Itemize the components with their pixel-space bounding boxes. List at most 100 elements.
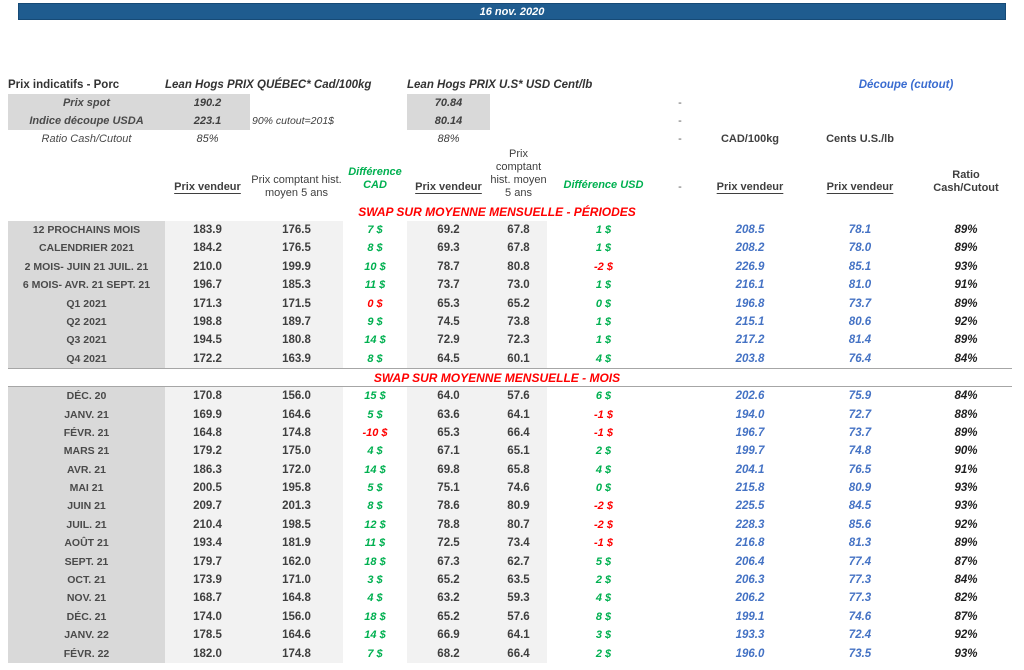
cutout-cents-value: 78.0 xyxy=(848,242,872,255)
diff-cad-value: 14 $ xyxy=(364,629,386,642)
cutout-cad-value: 196.8 xyxy=(735,297,765,310)
ratio-value: 91% xyxy=(954,463,978,476)
cad-hist-moyen: 163.9 xyxy=(250,349,343,369)
table-row: Q4 2021 172.2 163.9 8 $ 64.5 60.1 4 $ 20… xyxy=(8,349,1012,369)
ratio-value: 93% xyxy=(954,260,978,273)
cutout-cad-value: 206.3 xyxy=(735,574,765,587)
diff-cad-value: 5 $ xyxy=(367,408,383,421)
diff-usd-value: -2 $ xyxy=(594,500,613,513)
row-label: CALENDRIER 2021 xyxy=(8,239,165,258)
table-row: SEPT. 21 179.7 162.0 18 $ 67.3 62.7 5 $ … xyxy=(8,552,1012,572)
usd-prix-vendeur: 69.8 xyxy=(407,460,490,480)
row-label: OCT. 21 xyxy=(8,571,165,590)
row-label: MAI 21 xyxy=(8,479,165,498)
row-label: JANV. 21 xyxy=(8,405,165,424)
table-row: JANV. 21 169.9 164.6 5 $ 63.6 64.1 -1 $ … xyxy=(8,405,1012,424)
cutout-cad-value: 216.8 xyxy=(735,537,765,550)
table-row: CALENDRIER 2021 184.2 176.5 8 $ 69.3 67.… xyxy=(8,239,1012,258)
cad-prix-vendeur: 179.2 xyxy=(165,442,250,461)
cutout-cents-value: 72.4 xyxy=(848,629,872,642)
cad-hist-moyen: 180.8 xyxy=(250,331,343,350)
ratio-value: 92% xyxy=(954,315,978,328)
table-row: FÉVR. 22 182.0 174.8 7 $ 68.2 66.4 2 $ 1… xyxy=(8,644,1012,663)
cad-prix-vendeur: 169.9 xyxy=(165,405,250,424)
row-label: NOV. 21 xyxy=(8,589,165,608)
table-row: JUIN 21 209.7 201.3 8 $ 78.6 80.9 -2 $ 2… xyxy=(8,497,1012,516)
dash-cell xyxy=(660,276,700,294)
ratio-value: 89% xyxy=(954,334,978,347)
cents-unit-header: Cents U.S./lb xyxy=(826,133,894,145)
diff-usd-value: 1 $ xyxy=(595,279,612,292)
diff-usd-value: -2 $ xyxy=(594,518,613,531)
cad-hist-moyen: 164.6 xyxy=(250,626,343,645)
dash-cell: - xyxy=(678,97,682,109)
dash-cell xyxy=(660,442,700,460)
ratio-value: 89% xyxy=(954,242,978,255)
dash-cell xyxy=(660,295,700,313)
section-periodes: 12 PROCHAINS MOIS 183.9 176.5 7 $ 69.2 6… xyxy=(8,221,1012,369)
cad-prix-vendeur: 178.5 xyxy=(165,626,250,645)
dash-cell xyxy=(660,424,700,442)
diff-usd-value: 4 $ xyxy=(595,352,612,365)
cad-hist-moyen: 189.7 xyxy=(250,312,343,332)
usd-prix-vendeur: 65.3 xyxy=(407,423,490,443)
cutout-cad-value: 215.8 xyxy=(735,482,765,495)
cutout-cents-value: 73.7 xyxy=(848,426,872,439)
dash-cell: - xyxy=(678,181,682,193)
ratio-value: 92% xyxy=(954,518,978,531)
usd-prix-vendeur: 69.3 xyxy=(407,239,490,258)
diff-usd-value: -1 $ xyxy=(594,537,613,550)
diff-usd-value: 2 $ xyxy=(595,647,612,660)
ratio-value: 93% xyxy=(954,482,978,495)
diff-cad-value: 5 $ xyxy=(367,482,383,495)
cutout-cad-value: 199.7 xyxy=(735,445,765,458)
cutout-cad-value: 193.3 xyxy=(735,629,765,642)
cutout-cad-prix-vendeur-header: Prix vendeur xyxy=(716,181,784,193)
usd-hist-moyen: 80.8 xyxy=(490,257,547,277)
usd-hist-moyen: 66.4 xyxy=(490,644,547,663)
cad-hist-moyen: 171.0 xyxy=(250,571,343,590)
cutout-cents-value: 76.4 xyxy=(848,352,872,365)
row-label: JANV. 22 xyxy=(8,626,165,645)
dash-cell xyxy=(660,645,700,663)
diff-cad-value: 18 $ xyxy=(364,555,386,568)
usda-cutout-row: Indice découpe USDA 223.1 90% cutout=201… xyxy=(8,112,1012,130)
cutout-cents-value: 77.4 xyxy=(848,555,872,568)
ratio-value: 90% xyxy=(954,445,978,458)
cutout-cad-value: 203.8 xyxy=(735,352,765,365)
cutout-cents-value: 75.9 xyxy=(848,390,872,403)
cash-cutout-ratio-row: Ratio Cash/Cutout 85% 88% - CAD/100kg Ce… xyxy=(8,130,1012,148)
cutout-note: 90% cutout=201$ xyxy=(252,115,335,127)
cutout-cad-value: 202.6 xyxy=(735,390,765,403)
diff-cad-value: 12 $ xyxy=(364,518,386,531)
cad-prix-vendeur: 209.7 xyxy=(165,497,250,516)
diff-usd-value: 1 $ xyxy=(595,224,612,236)
cutout-cents-value: 74.8 xyxy=(848,445,872,458)
cutout-cents-value: 73.5 xyxy=(848,647,872,660)
spot-price-row: Prix spot 190.2 70.84 - xyxy=(8,94,1012,112)
usda-cad-value: 223.1 xyxy=(165,112,250,130)
dash-cell: - xyxy=(678,133,682,145)
usd-hist-moyen: 65.2 xyxy=(490,294,547,313)
usd-hist-moyen: 59.3 xyxy=(490,589,547,608)
table-row: OCT. 21 173.9 171.0 3 $ 65.2 63.5 2 $ 20… xyxy=(8,571,1012,590)
diff-cad-value: 8 $ xyxy=(367,352,383,365)
cad-prix-vendeur: 174.0 xyxy=(165,607,250,627)
cutout-cad-value: 206.2 xyxy=(735,592,765,605)
usd-prix-vendeur: 68.2 xyxy=(407,644,490,663)
usd-hist-moyen: 66.4 xyxy=(490,423,547,443)
row-label: 2 MOIS- JUIN 21 JUIL. 21 xyxy=(8,257,165,277)
diff-usd-value: 0 $ xyxy=(595,482,612,495)
cutout-cad-value: 196.7 xyxy=(735,426,765,439)
ratio-value: 84% xyxy=(954,352,978,365)
diff-usd-value: 2 $ xyxy=(595,445,612,458)
table-row: FÉVR. 21 164.8 174.8 -10 $ 65.3 66.4 -1 … xyxy=(8,423,1012,443)
diff-cad-value: 4 $ xyxy=(367,592,383,605)
cad-prix-vendeur: 193.4 xyxy=(165,534,250,553)
diff-usd-value: 0 $ xyxy=(595,297,612,310)
usd-prix-vendeur: 69.2 xyxy=(407,221,490,240)
diff-usd-value: 2 $ xyxy=(595,574,612,587)
usd-prix-vendeur: 65.3 xyxy=(407,294,490,313)
cutout-cents-prix-vendeur-header: Prix vendeur xyxy=(826,181,894,193)
ratio-value: 84% xyxy=(954,390,978,403)
